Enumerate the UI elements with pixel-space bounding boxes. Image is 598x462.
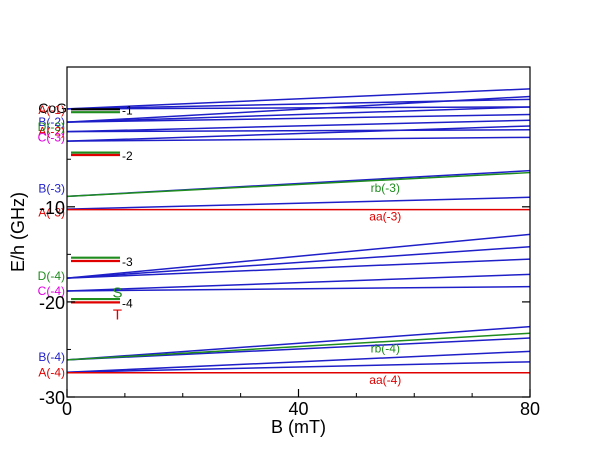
level-annotation-2: T (113, 306, 122, 323)
zeeman-level-line-0 (66, 106, 531, 110)
x-tick-label-2: 80 (520, 399, 540, 419)
zeeman-level-line-15 (66, 285, 531, 292)
x-axis-label: B (mT) (271, 417, 326, 437)
zeeman-level-line-7 (66, 119, 531, 133)
series-label-2: rb(-4) (371, 341, 400, 355)
state-label-10: A(-4) (38, 366, 65, 380)
zeeman-level-line-12 (66, 258, 531, 279)
level-label-7: -4 (122, 296, 133, 310)
state-label-2: D(-3) (38, 120, 65, 134)
zeeman-levels-group (66, 88, 531, 374)
state-label-8: C(-4) (38, 284, 65, 298)
state-label-5: B(-3) (38, 182, 65, 196)
zeeman-level-line-18 (66, 325, 531, 361)
x-tick-label-0: 0 (62, 399, 72, 419)
state-label-7: D(-4) (38, 269, 65, 283)
zeeman-level-line-9 (66, 125, 531, 142)
series-line-2 (66, 332, 531, 361)
series-label-0: rb(-3) (371, 181, 400, 195)
series-line-0 (66, 171, 531, 198)
zeeman-level-line-20 (66, 350, 531, 374)
level-annotation-1: S (113, 284, 123, 301)
y-tick-label-1: -20 (39, 293, 65, 313)
series-label-1: aa(-3) (369, 209, 401, 223)
zeeman-level-line-5 (66, 95, 531, 123)
state-label-6: A(-3) (38, 206, 65, 220)
level-annotation-0: CoG (38, 100, 67, 116)
zeeman-level-line-13 (66, 245, 531, 279)
zeeman-level-line-4 (66, 106, 531, 123)
y-tick-label-2: -30 (39, 388, 65, 408)
zeeman-level-line-17 (66, 337, 531, 361)
zeeman-level-line-3 (66, 113, 531, 123)
state-label-0: A(-1) (38, 103, 65, 117)
series-label-3: aa(-4) (369, 373, 401, 387)
zeeman-level-line-6 (66, 129, 531, 133)
state-label-1: B(-2) (38, 115, 65, 129)
zeeman-level-line-16 (66, 273, 531, 292)
plot-frame (66, 66, 531, 398)
state-label-9: B(-4) (38, 350, 65, 364)
level-label-0: -1 (122, 103, 133, 117)
zeeman-level-line-19 (66, 361, 531, 374)
zeeman-level-line-2 (66, 88, 531, 110)
y-tick-label-0: -10 (39, 198, 65, 218)
y-axis-label: E/h (GHz) (8, 192, 28, 272)
labelled-series-group: rb(-3) aa(-3) rb(-4) aa(-4) (66, 171, 531, 387)
zeeman-level-line-11 (66, 196, 531, 210)
state-labels-group: A(-1)B(-2)D(-3)A(-2)C(-3) B(-3) A(-3) D(-4)… (38, 103, 65, 380)
level-label-3: -2 (122, 149, 133, 163)
x-tick-label-1: 40 (288, 399, 308, 419)
zeeman-level-line-8 (66, 136, 531, 142)
state-label-3: A(-2) (38, 125, 65, 139)
zero-field-levels-group: -1 -2 -3 -4 CoG ST (38, 100, 133, 323)
state-label-4: C(-3) (38, 130, 65, 144)
zeeman-level-line-14 (66, 233, 531, 279)
axes-group: 0 40 80 -10 -20 -30 (39, 158, 540, 419)
level-label-5: -3 (122, 255, 133, 269)
